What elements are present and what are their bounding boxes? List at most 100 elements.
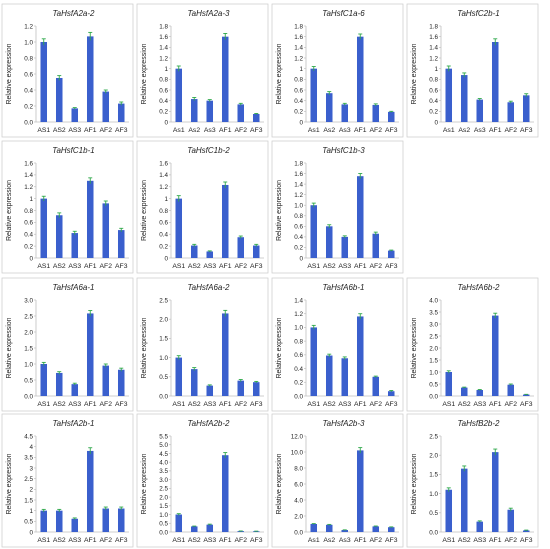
bar [102,91,110,122]
panel-border [271,413,404,548]
y-tick-label: 0.8 [159,208,168,215]
y-tick-label: 1.0 [294,325,303,332]
x-tick-label: As3 [339,537,351,544]
error-bar [477,389,482,391]
x-tick-label: AF1 [84,263,97,270]
bar [341,358,349,396]
y-tick-label: 0 [164,255,168,262]
bar [221,313,229,396]
bar [117,369,125,396]
bar [522,394,530,396]
error-bar [311,523,316,525]
chart-title: TaHsfA6a-1 [53,283,95,292]
error-bar [373,231,378,236]
x-tick-label: As2 [323,127,335,134]
bar [356,450,364,532]
error-bar [238,235,243,239]
x-tick-label: As1 [308,537,320,544]
panel-border [136,140,269,274]
x-tick-label: AF1 [219,263,232,270]
y-tick-label: 0.0 [24,119,33,126]
x-tick-label: AF3 [385,263,398,270]
bar [476,390,484,396]
y-tick-label: 0.6 [159,220,168,227]
error-bar [254,243,259,247]
chart-panel: TaHsfC2b-1 Relative expression 0 0.2 0.4 0.6 0… [406,3,539,138]
error-bar [223,181,228,188]
y-tick-label: 0.8 [429,77,438,84]
error-bar [493,312,498,318]
error-bar [207,250,212,253]
error-bar [446,487,451,492]
chart-title: TaHsfA2b-3 [323,419,366,428]
y-tick-label: 1.2 [429,55,438,62]
error-bar [327,523,332,526]
error-bar [462,72,467,78]
chart-panel: TaHsfA2b-2 Relative expression 0.00.5 1.0 1.… [136,413,269,548]
panel-border [1,277,134,412]
error-bar [207,523,212,526]
x-tick-label: As3 [339,127,351,134]
y-axis-label: Relative expression [411,43,418,104]
bar [310,327,318,396]
error-bar [462,386,467,389]
y-axis-label: Relative expression [276,453,283,514]
y-tick-label: 3 [29,465,33,472]
y-tick-label: 1.6 [294,34,303,41]
panel-border [271,3,404,138]
x-tick-label: AS2 [458,537,471,544]
y-tick-label: 0 [299,119,303,126]
bar [252,114,260,122]
error-bar [446,65,451,72]
y-axis-label: Relative expression [141,317,148,378]
bar [55,215,63,258]
y-tick-label: 1.0 [24,39,33,46]
x-tick-label: AF3 [115,127,128,134]
error-bar [389,249,394,252]
x-tick-label: AF2 [505,537,518,544]
error-bar [238,379,243,382]
y-tick-label: 1.4 [159,172,168,179]
y-axis-label: Relative expression [141,453,148,514]
panel-border [406,277,539,412]
bar [507,102,515,122]
chart-title: TaHsfB2b-2 [458,419,501,428]
bar [206,100,214,122]
panel-border [136,277,269,412]
x-tick-label: AS3 [68,263,81,270]
x-tick-label: AS3 [203,537,216,544]
error-bar [508,100,513,104]
y-tick-label: 0.8 [294,338,303,345]
chart-panel: TaHsfA6a-2 Relative expression 0.0 0.5 1.0 1.… [136,277,269,412]
y-tick-label: 0.8 [159,77,168,84]
y-tick-label: 2.5 [24,476,33,483]
bar [387,250,395,258]
y-tick-label: 4 [29,444,33,451]
chart-panel: TaHsfA6b-1 Relative expression 0.0 0.2 0.4 0.… [271,277,404,412]
y-tick-label: 0.0 [159,529,168,536]
error-bar [192,97,197,101]
bar [71,518,79,532]
y-tick-label: 0 [434,119,438,126]
error-bar [72,107,77,110]
y-tick-label: 0.6 [294,352,303,359]
bar [325,355,333,396]
y-axis-label: Relative expression [411,317,418,378]
panel-border [1,413,134,548]
x-tick-label: AF1 [219,401,232,408]
error-bar [88,31,93,41]
y-tick-label: 0.2 [429,109,438,116]
y-tick-label: 0.6 [294,87,303,94]
error-bar [358,447,363,454]
y-tick-label: 0.8 [24,208,33,215]
y-tick-label: 1.5 [159,336,168,343]
y-tick-label: 0.4 [24,232,33,239]
y-tick-label: 2.5 [24,313,33,320]
x-tick-label: AF2 [370,263,383,270]
x-tick-label: AS1 [442,537,455,544]
error-bar [119,367,124,372]
y-tick-label: 2.5 [159,297,168,304]
y-tick-label: 1.2 [294,311,303,318]
error-bar [358,173,363,179]
x-tick-label: AF3 [115,537,128,544]
